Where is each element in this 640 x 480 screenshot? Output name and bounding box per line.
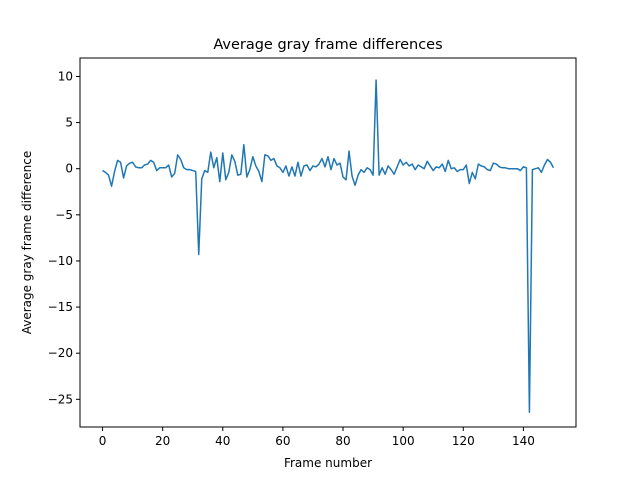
x-axis-label: Frame number bbox=[284, 456, 372, 470]
x-tick-label: 140 bbox=[512, 434, 535, 448]
x-tick-label: 60 bbox=[275, 434, 290, 448]
y-tick-label: 0 bbox=[65, 162, 73, 176]
x-tick-label: 20 bbox=[155, 434, 170, 448]
y-tick-label: −10 bbox=[48, 254, 73, 268]
y-tick-label: −5 bbox=[55, 208, 73, 222]
y-tick-label: −15 bbox=[48, 300, 73, 314]
plot-line-layer bbox=[102, 79, 555, 413]
y-tick-label: 10 bbox=[58, 69, 73, 83]
x-tick-label: 120 bbox=[452, 434, 475, 448]
y-axis-ticks: 10 5 0 −5 −10 −15 −20 −25 bbox=[48, 69, 80, 406]
x-axis-ticks: 0 20 40 60 80 100 120 140 bbox=[99, 427, 535, 448]
series-line bbox=[102, 79, 555, 413]
y-tick-label: 5 bbox=[65, 116, 73, 130]
x-tick-label: 0 bbox=[99, 434, 107, 448]
y-tick-label: −20 bbox=[48, 346, 73, 360]
x-tick-label: 40 bbox=[215, 434, 230, 448]
x-tick-label: 100 bbox=[392, 434, 415, 448]
y-tick-label: −25 bbox=[48, 392, 73, 406]
axes-frame bbox=[79, 57, 577, 428]
y-axis-label: Average gray frame difference bbox=[20, 151, 34, 335]
x-tick-label: 80 bbox=[335, 434, 350, 448]
chart-title: Average gray frame differences bbox=[213, 37, 442, 53]
